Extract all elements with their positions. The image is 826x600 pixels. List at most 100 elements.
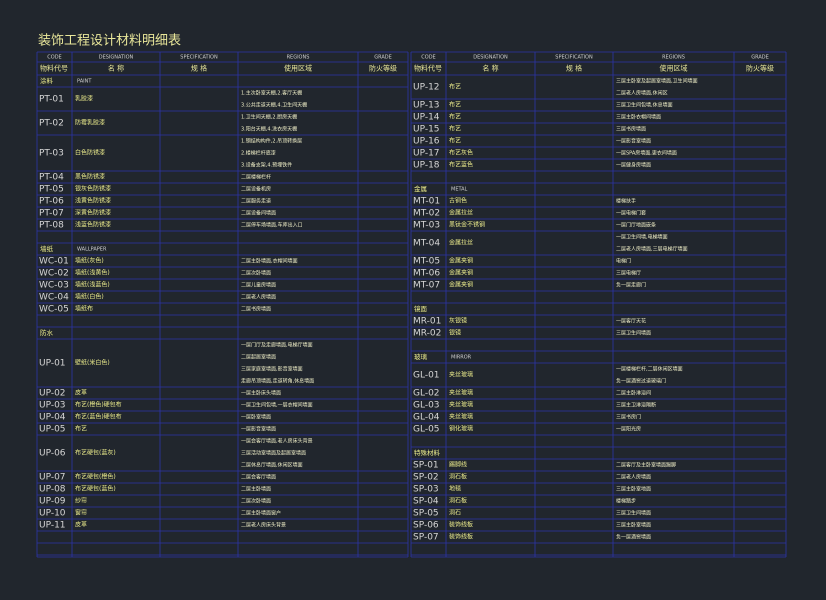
material-name: 墙纸(灰色) — [75, 257, 104, 265]
material-name: 窗帘 — [75, 509, 87, 517]
region: 负一层酒窖过道玻璃门 — [616, 378, 666, 385]
region: 二层老人房墙面,三层电梯厅墙面 — [616, 246, 688, 253]
material-name: 深黄色防锈漆 — [75, 209, 111, 217]
region: 楼梯踏步 — [616, 498, 636, 505]
material-name: 布艺 — [449, 125, 461, 133]
material-code: MT-03 — [413, 221, 440, 231]
material-name: 装饰线板 — [449, 533, 473, 541]
material-code: GL-02 — [413, 389, 440, 399]
region: 二层停车场墙面,车库出入口 — [241, 222, 303, 229]
region: 电梯门 — [616, 258, 631, 265]
section-cn: 墙纸 — [40, 244, 54, 253]
material-code: PT-05 — [39, 185, 64, 195]
material-code: UP-09 — [39, 497, 66, 507]
region: 二层书房墙面 — [241, 306, 271, 313]
material-code: MT-02 — [413, 209, 440, 219]
material-name: 乳胶漆 — [75, 95, 93, 103]
material-code: PT-04 — [39, 173, 64, 183]
material-code: PT-07 — [39, 209, 64, 219]
material-name: 灰银镜 — [449, 317, 467, 325]
header-cn: 物料代号 — [414, 64, 442, 73]
section-cn: 特殊材料 — [414, 448, 441, 457]
material-code: GL-03 — [413, 401, 440, 411]
material-name: 黑色防锈漆 — [75, 173, 105, 181]
region: 三层主卧室及起居室墙面,卫生间墙面 — [616, 78, 698, 85]
header-en: SPECIFICATION — [555, 55, 593, 61]
material-name: 皮革 — [75, 389, 87, 397]
material-name: 洞石 — [449, 509, 461, 517]
region: 三层卫生间包墙,休息墙面 — [616, 102, 673, 109]
region: 一层卫生间包墙,一层衣帽间墙面 — [241, 402, 313, 409]
region: 三层书房门 — [616, 414, 641, 421]
header-cn: 名 称 — [482, 64, 498, 73]
material-code: PT-08 — [39, 221, 64, 231]
region: 一层影音室墙面 — [616, 138, 651, 145]
region: 楼梯扶手 — [616, 198, 636, 205]
material-code: SP-02 — [413, 473, 439, 483]
material-code: SP-06 — [413, 521, 439, 531]
section-en: WALLPAPER — [77, 247, 107, 253]
material-name: 布艺硬包(蓝色) — [75, 485, 116, 493]
region: 三层卫生间墙面 — [616, 330, 651, 337]
header-en: DESIGNATION — [473, 55, 508, 61]
material-code: MT-05 — [413, 257, 440, 267]
region: 二层客厅及主卧室墙面踢脚 — [616, 462, 676, 469]
region: 3.设备支架,4.预埋铁件 — [241, 162, 292, 169]
material-code: SP-07 — [413, 533, 439, 543]
material-name: 夹丝玻璃 — [449, 413, 473, 421]
material-code: MR-02 — [413, 329, 441, 339]
material-code: UP-12 — [413, 83, 440, 93]
header-cn: 防火等级 — [746, 64, 774, 73]
material-name: 皮革 — [75, 521, 87, 529]
material-name: 夹丝玻璃 — [449, 371, 473, 379]
material-code: WC-01 — [39, 257, 69, 267]
region: 二层主卧淋浴间 — [616, 390, 651, 397]
material-name: 银灰色防锈漆 — [75, 185, 111, 193]
region: 一层门厅地面嵌条 — [616, 222, 656, 229]
material-name: 壁纸(米白色) — [75, 359, 110, 367]
material-name: 防霉乳胶漆 — [75, 119, 105, 127]
material-code: UP-04 — [39, 413, 66, 423]
material-code: PT-02 — [39, 119, 64, 129]
region: 三层书房墙面 — [616, 126, 646, 133]
header-en: SPECIFICATION — [180, 55, 218, 61]
material-name: 夹丝玻璃 — [449, 401, 473, 409]
material-code: WC-05 — [39, 305, 69, 315]
region: 二层次卧墙面 — [241, 498, 271, 505]
material-name: 金属拉丝 — [449, 209, 473, 217]
region: 一层会客厅墙面,老人房床头背景 — [241, 438, 313, 445]
header-cn: 使用区域 — [284, 64, 312, 73]
region: 三层主卧室地面 — [616, 486, 651, 493]
material-name: 布艺硬包(蓝灰) — [75, 449, 116, 457]
header-en: REGIONS — [662, 55, 685, 61]
material-code: WC-03 — [39, 281, 69, 291]
region: 三层主卫淋浴隔断 — [616, 402, 656, 409]
region: 一层主卧床头墙面 — [241, 390, 281, 397]
material-code: UP-15 — [413, 125, 440, 135]
material-code: SP-01 — [413, 461, 439, 471]
region: 二层主卧墙面,衣帽间墙面 — [241, 258, 298, 265]
material-code: UP-13 — [413, 101, 440, 111]
region: 3.阳台天棚,4.洗衣房天棚 — [241, 126, 297, 133]
region: 二层次卧墙面 — [241, 270, 271, 277]
material-name: 金属夹钢 — [449, 257, 473, 265]
region: 负一层走廊门 — [616, 282, 646, 289]
material-name: 白色防锈漆 — [75, 149, 105, 157]
header-cn: 使用区域 — [660, 64, 688, 73]
material-name: 古铜色 — [449, 197, 467, 205]
region: 二层老人房墙面,休闲区 — [616, 90, 668, 97]
section-cn: 涂料 — [40, 76, 54, 85]
region: 二层设备间墙面 — [241, 210, 276, 217]
header-en: DESIGNATION — [99, 55, 134, 61]
material-name: 布艺硬包(橙色) — [75, 473, 116, 481]
material-code: UP-01 — [39, 359, 66, 369]
material-code: PT-06 — [39, 197, 64, 207]
material-name: 墙纸(浅黄色) — [75, 269, 110, 277]
material-name: 金属夹钢 — [449, 269, 473, 277]
material-name: 纱帘 — [75, 497, 87, 505]
region: 二层主卧墙面 — [241, 486, 271, 493]
region: 一层卧室墙面 — [241, 414, 271, 421]
header-en: CODE — [47, 55, 61, 61]
material-code: UP-18 — [413, 161, 440, 171]
